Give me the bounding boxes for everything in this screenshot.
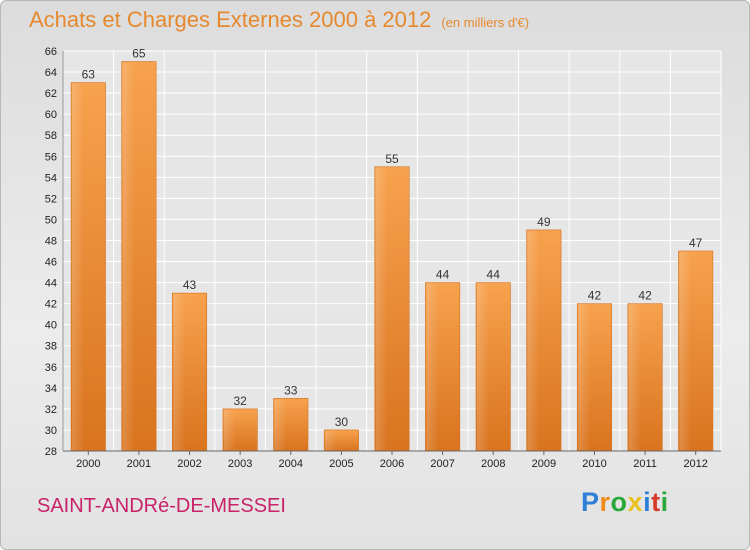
y-tick-label: 54 — [45, 172, 57, 184]
logo-letter: i — [643, 487, 652, 517]
y-tick-label: 62 — [45, 88, 57, 100]
logo-letter: x — [627, 487, 644, 517]
logo-letter: o — [610, 487, 628, 517]
y-tick-label: 36 — [45, 362, 57, 374]
value-label-2001: 65 — [132, 47, 146, 61]
x-tick-label-2005: 2005 — [329, 458, 353, 470]
y-tick-label: 34 — [45, 383, 57, 395]
y-tick-label: 30 — [45, 425, 57, 437]
value-label-2004: 33 — [284, 383, 298, 397]
value-label-2008: 44 — [487, 268, 501, 282]
bar-highlight — [122, 62, 135, 451]
y-tick-label: 48 — [45, 235, 57, 247]
value-label-2007: 44 — [436, 268, 450, 282]
bar-highlight — [578, 304, 591, 450]
y-tick-label: 50 — [45, 214, 57, 226]
logo-letter: P — [581, 487, 600, 517]
y-tick-label: 66 — [45, 46, 57, 58]
proxiti-logo: Proxiti — [581, 487, 669, 518]
chart-subtitle: (en milliers d'€) — [441, 15, 530, 30]
y-tick-label: 64 — [45, 67, 57, 79]
value-label-2003: 32 — [233, 394, 247, 408]
y-tick-label: 52 — [45, 193, 57, 205]
value-label-2010: 42 — [588, 289, 602, 303]
bar-highlight — [72, 83, 85, 450]
logo-letter: t — [651, 487, 661, 517]
bar-highlight — [527, 230, 540, 450]
bar-highlight — [173, 294, 186, 450]
x-tick-label-2007: 2007 — [430, 458, 454, 470]
logo-letter: r — [599, 487, 611, 517]
bar-highlight — [426, 283, 439, 450]
x-tick-label-2000: 2000 — [76, 458, 100, 470]
value-label-2009: 49 — [537, 215, 551, 229]
y-tick-label: 40 — [45, 320, 57, 332]
chart-title: Achats et Charges Externes 2000 à 2012 (e… — [29, 7, 529, 33]
value-label-2011: 42 — [638, 289, 652, 303]
bar-highlight — [274, 399, 287, 450]
x-tick-label-2002: 2002 — [177, 458, 201, 470]
bar-highlight — [679, 252, 692, 450]
y-tick-label: 58 — [45, 130, 57, 142]
x-tick-label-2004: 2004 — [279, 458, 303, 470]
x-tick-label-2008: 2008 — [481, 458, 505, 470]
city-name: SAINT-ANDRé-DE-MESSEI — [37, 495, 286, 517]
x-tick-label-2001: 2001 — [127, 458, 151, 470]
bar-highlight — [325, 430, 338, 450]
chart-title-text: Achats et Charges Externes 2000 à 2012 — [29, 7, 432, 32]
x-tick-label-2003: 2003 — [228, 458, 252, 470]
value-label-2005: 30 — [335, 415, 349, 429]
y-tick-label: 38 — [45, 341, 57, 353]
value-label-2002: 43 — [183, 278, 197, 292]
x-tick-label-2006: 2006 — [380, 458, 404, 470]
value-label-2000: 63 — [82, 68, 96, 82]
bar-highlight — [628, 304, 641, 450]
bar-highlight — [477, 283, 490, 450]
value-label-2012: 47 — [689, 236, 703, 250]
y-tick-label: 28 — [45, 446, 57, 458]
x-tick-label-2012: 2012 — [683, 458, 707, 470]
x-tick-label-2011: 2011 — [633, 458, 657, 470]
x-tick-label-2009: 2009 — [532, 458, 556, 470]
y-tick-label: 56 — [45, 151, 57, 163]
y-tick-label: 44 — [45, 278, 57, 290]
bar-highlight — [375, 167, 388, 450]
logo-letter: i — [660, 487, 669, 517]
y-tick-label: 46 — [45, 257, 57, 269]
y-tick-label: 60 — [45, 109, 57, 121]
y-tick-label: 42 — [45, 299, 57, 311]
x-tick-label-2010: 2010 — [582, 458, 606, 470]
y-tick-label: 32 — [45, 404, 57, 416]
bar-highlight — [223, 409, 236, 450]
value-label-2006: 55 — [385, 152, 399, 166]
